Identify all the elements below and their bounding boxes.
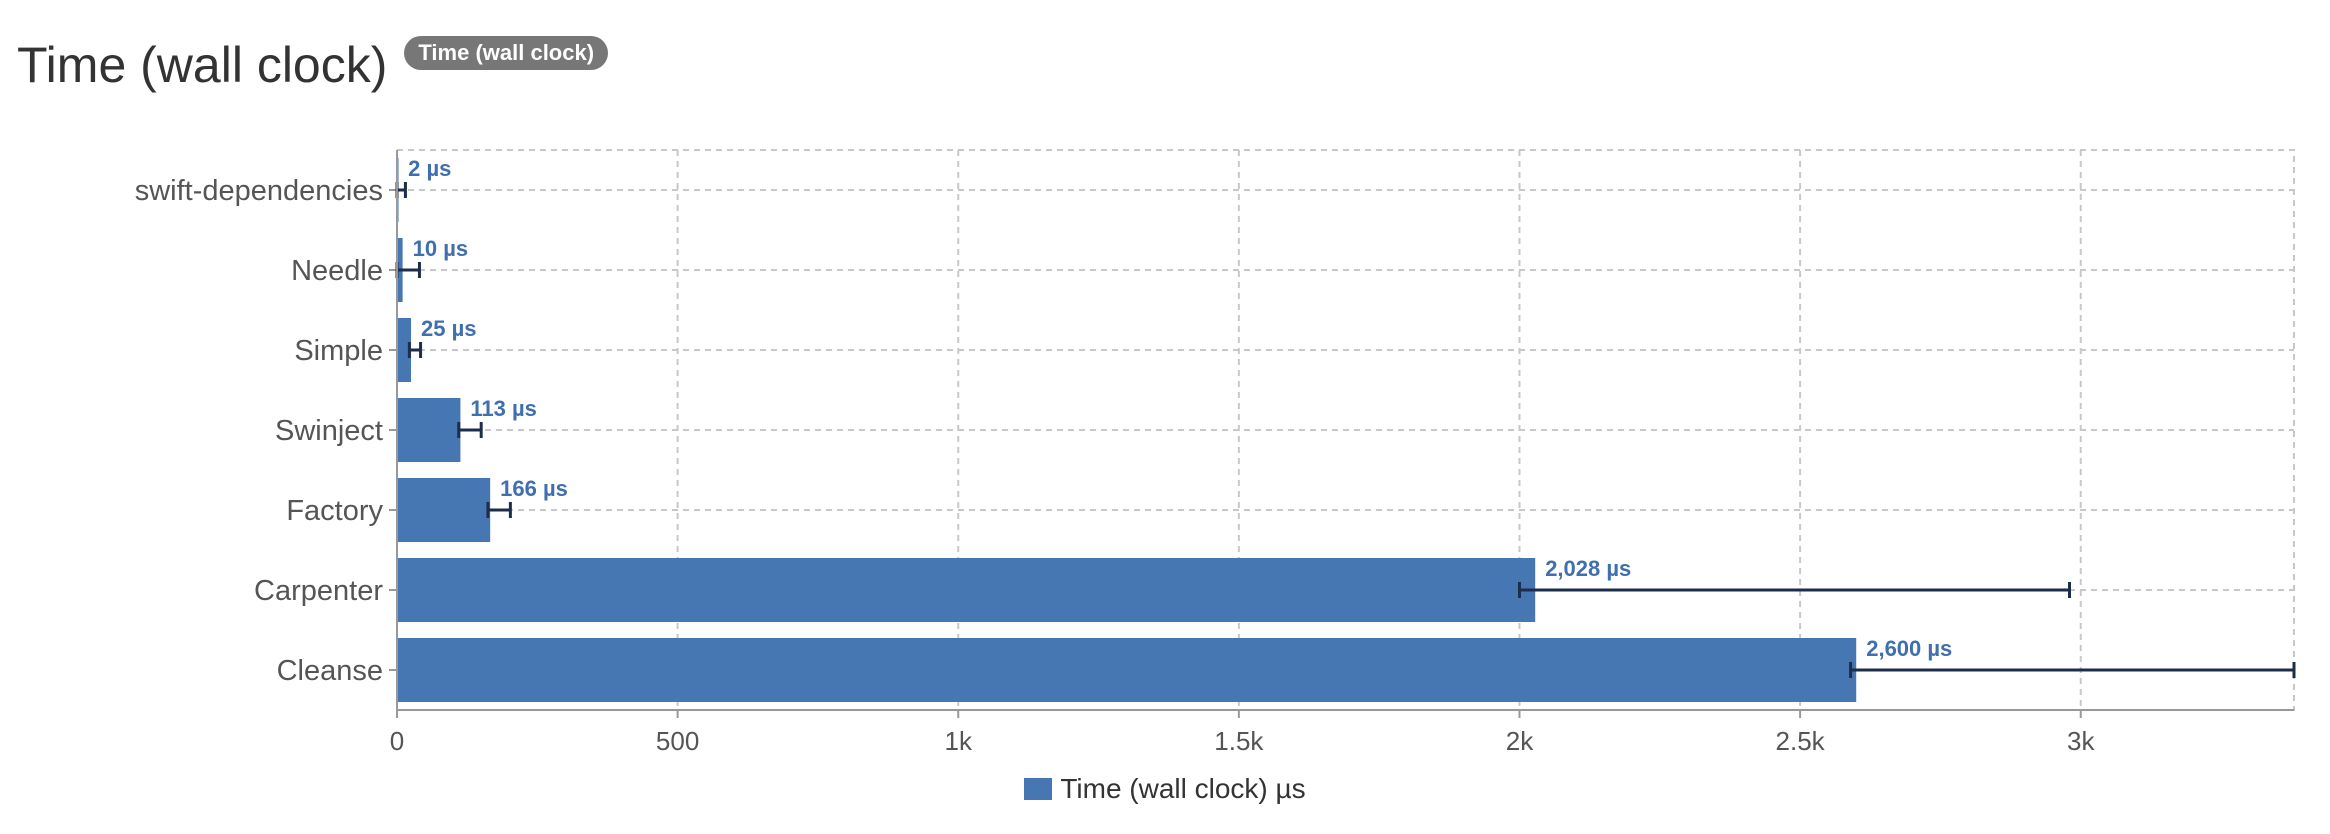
bar: [397, 398, 461, 462]
x-tick-label: 1.5k: [1214, 726, 1264, 756]
page-title: Time (wall clock): [17, 37, 388, 93]
x-tick-label: 500: [656, 726, 699, 756]
legend-label: Time (wall clock) µs: [1060, 773, 1306, 804]
category-label: Needle: [291, 255, 383, 287]
category-label: Carpenter: [254, 575, 383, 607]
value-label: 166 µs: [500, 476, 568, 501]
value-label: 2,028 µs: [1545, 556, 1631, 581]
bar: [397, 318, 412, 382]
bar: [397, 558, 1536, 622]
value-label: 25 µs: [421, 316, 477, 341]
x-tick-label: 2k: [1506, 726, 1534, 756]
category-label: Cleanse: [277, 655, 383, 687]
value-label: 2,600 µs: [1866, 636, 1952, 661]
chart-header: Time (wall clock) Time (wall clock): [17, 30, 609, 100]
metric-badge: Time (wall clock): [404, 36, 609, 70]
chart-legend[interactable]: Time (wall clock) µs: [0, 773, 2330, 805]
bar: [397, 478, 491, 542]
x-tick-label: 1k: [945, 726, 973, 756]
bar: [397, 638, 1857, 702]
category-label: swift-dependencies: [135, 175, 383, 207]
x-tick-label: 3k: [2067, 726, 2095, 756]
legend-swatch: [1024, 778, 1053, 800]
x-tick-label: 0: [390, 726, 404, 756]
value-label: 113 µs: [470, 396, 537, 421]
category-label: Swinject: [275, 415, 383, 447]
x-tick-label: 2.5k: [1776, 726, 1826, 756]
category-label: Simple: [294, 335, 383, 367]
value-label: 2 µs: [408, 156, 451, 181]
category-label: Factory: [286, 495, 383, 527]
value-label: 10 µs: [413, 236, 469, 261]
